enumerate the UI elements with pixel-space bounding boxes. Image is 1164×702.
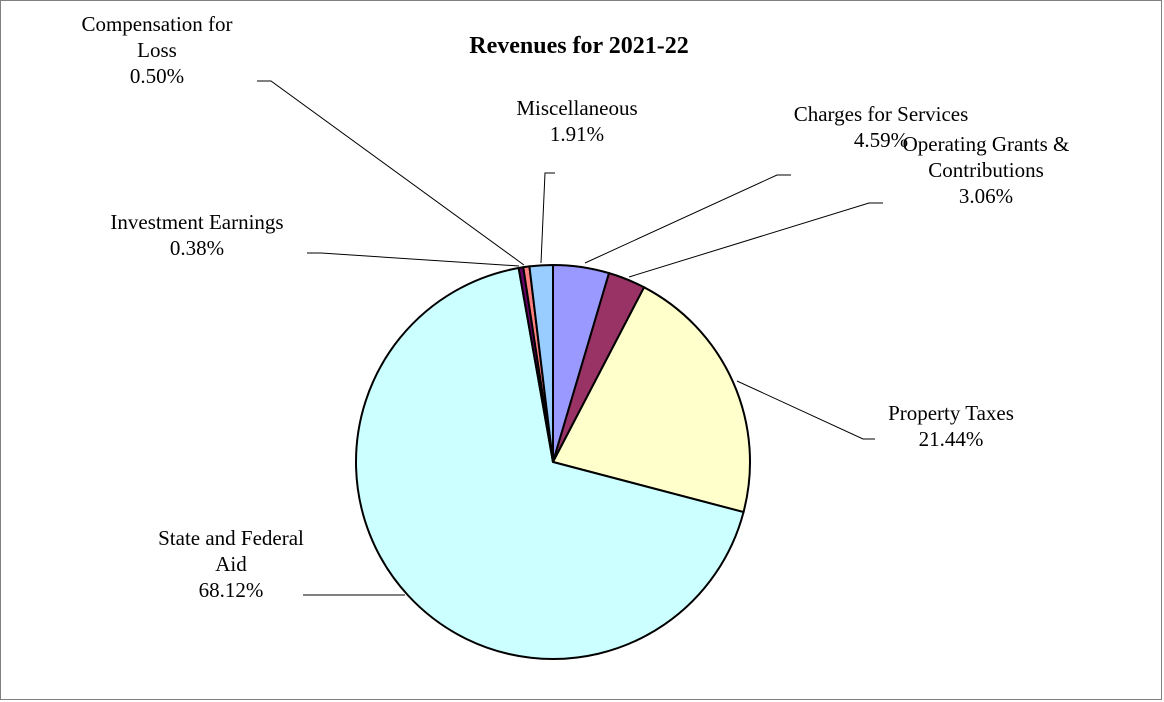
slice-label-line: Loss — [137, 38, 177, 62]
slice-label-line: Compensation for — [81, 12, 232, 36]
slice-labels: Charges for Services 4.59%Operating Grant… — [81, 12, 1069, 602]
slice-percent: 1.91% — [550, 122, 604, 146]
leader-line-compensation-for — [257, 80, 525, 266]
slice-label-charges-for-services: Charges for Services 4.59% — [794, 102, 969, 152]
slice-label-property-taxes: Property Taxes 21.44% — [888, 401, 1014, 451]
pie-slice-miscellaneous — [528, 263, 554, 463]
leader-line-property-taxes — [736, 380, 875, 440]
slice-label-miscellaneous: Miscellaneous 1.91% — [516, 96, 637, 146]
leader-lines — [257, 80, 883, 596]
chart-title: Revenues for 2021-22 — [469, 33, 689, 59]
slice-label-state-and-federal: State and Federal Aid 68.12% — [158, 526, 304, 602]
slice-label-line: Property Taxes — [888, 401, 1014, 425]
slice-percent: 68.12% — [199, 578, 264, 602]
slice-percent: 0.38% — [170, 236, 224, 260]
slice-percent: 3.06% — [959, 184, 1013, 208]
leader-line-charges-for-services — [584, 174, 791, 264]
slice-label-investment-earnings: Investment Earnings 0.38% — [110, 210, 283, 260]
leader-line-operating-grants — [628, 202, 883, 278]
pie-slices — [355, 263, 751, 660]
slice-label-line: Operating Grants & — [903, 132, 1070, 156]
pie-slice-state-and-federal — [355, 266, 745, 660]
slice-label-operating-grants: Operating Grants & Contributions 3.06% — [903, 132, 1070, 208]
slice-label-line: Aid — [215, 552, 247, 576]
slice-label-line: Charges for Services — [794, 102, 969, 126]
slice-label-line: Miscellaneous — [516, 96, 637, 120]
slice-percent: 21.44% — [919, 427, 984, 451]
leader-line-miscellaneous — [540, 172, 555, 264]
slice-percent: 0.50% — [130, 64, 184, 88]
slice-label-compensation-for: Compensation for Loss 0.50% — [81, 12, 232, 88]
leader-line-investment-earnings — [307, 252, 520, 267]
slice-label-line: State and Federal — [158, 526, 304, 550]
pie-slice-property-taxes — [551, 285, 751, 514]
slice-label-line: Contributions — [928, 158, 1044, 182]
slice-label-line: Investment Earnings — [110, 210, 283, 234]
slice-percent: 4.59% — [854, 128, 908, 152]
